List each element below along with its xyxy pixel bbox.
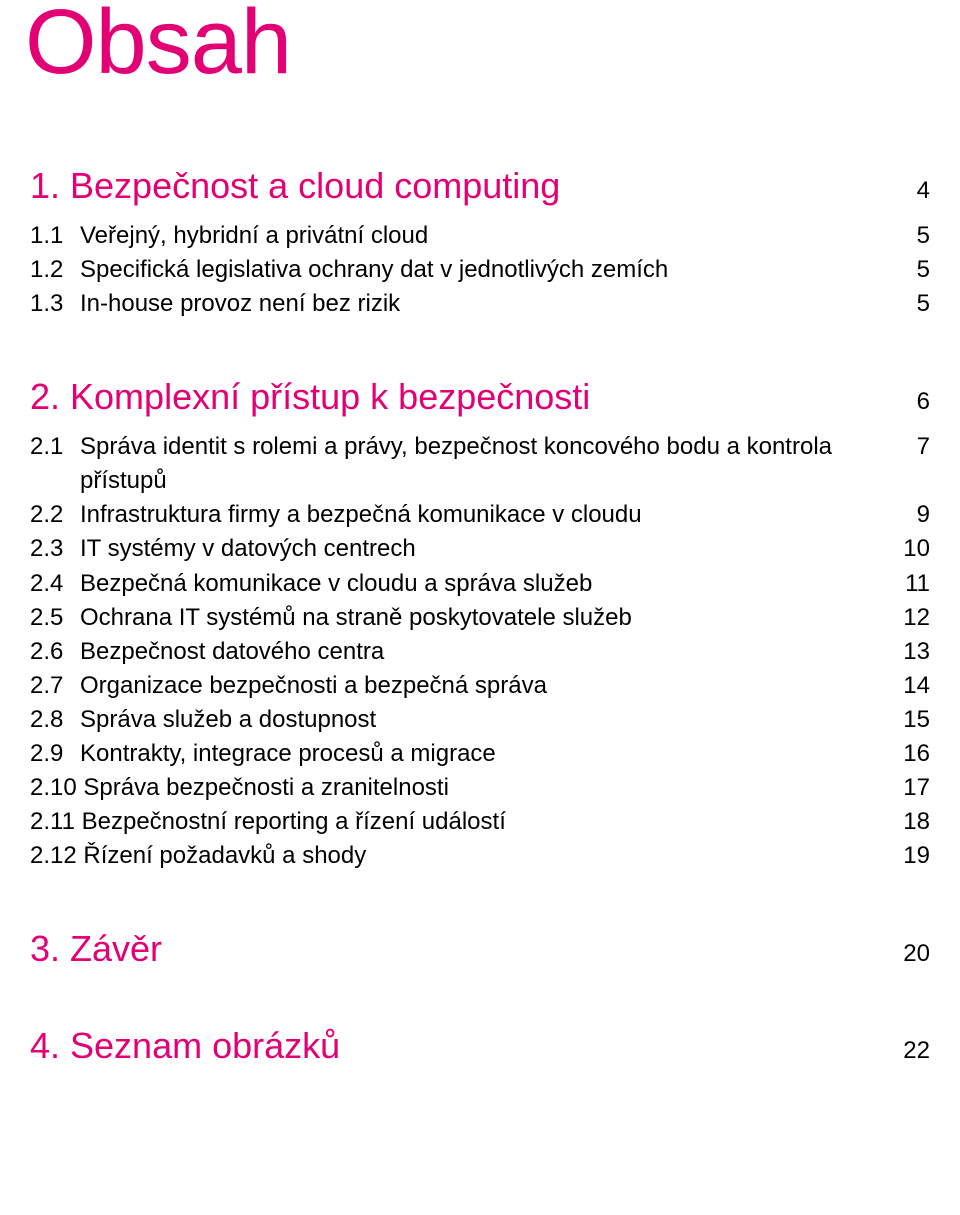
- toc-page: 12: [890, 601, 930, 635]
- section-header: 1. Bezpečnost a cloud computing 4: [30, 165, 930, 207]
- toc-label: In-house provoz není bez rizik: [80, 287, 400, 321]
- toc-page: 16: [890, 737, 930, 771]
- toc-sublist: 2.1Správa identit s rolemi a právy, bezp…: [30, 430, 930, 873]
- toc-num: 1.2: [30, 253, 80, 287]
- toc-row: 2.6Bezpečnost datového centra 13: [30, 635, 930, 669]
- toc-num-label: 2.12 Řízení požadavků a shody: [30, 839, 366, 873]
- page-title: Obsah: [25, 0, 930, 95]
- toc-row: 2.11 Bezpečnostní reporting a řízení udá…: [30, 805, 930, 839]
- toc-label: Organizace bezpečnosti a bezpečná správa: [80, 669, 547, 703]
- toc-label: Infrastruktura firmy a bezpečná komunika…: [80, 498, 642, 532]
- toc-label: Ochrana IT systémů na straně poskytovate…: [80, 601, 632, 635]
- toc-page: 19: [890, 839, 930, 873]
- toc-row: 2.5Ochrana IT systémů na straně poskytov…: [30, 601, 930, 635]
- toc-num-label: 2.11 Bezpečnostní reporting a řízení udá…: [30, 805, 506, 839]
- toc-row: 2.8Správa služeb a dostupnost 15: [30, 703, 930, 737]
- toc-label: Bezpečná komunikace v cloudu a správa sl…: [80, 567, 592, 601]
- toc-page: 14: [890, 669, 930, 703]
- toc-num: 2.3: [30, 532, 80, 566]
- toc-row: 2.9Kontrakty, integrace procesů a migrac…: [30, 737, 930, 771]
- toc-label: Bezpečnost datového centra: [80, 635, 384, 669]
- toc-page: 5: [890, 219, 930, 253]
- toc-row: 2.4Bezpečná komunikace v cloudu a správa…: [30, 567, 930, 601]
- toc-num: 1.1: [30, 219, 80, 253]
- toc-num: 2.2: [30, 498, 80, 532]
- toc-page: 15: [890, 703, 930, 737]
- toc-page: 10: [890, 532, 930, 566]
- section-header: 2. Komplexní přístup k bezpečnosti 6: [30, 376, 930, 418]
- toc-row: 2.10 Správa bezpečnosti a zranitelnosti …: [30, 771, 930, 805]
- section-heading: 2. Komplexní přístup k bezpečnosti: [30, 376, 590, 418]
- toc-label: Správa služeb a dostupnost: [80, 703, 376, 737]
- toc-num: 2.8: [30, 703, 80, 737]
- toc-page: 7: [890, 430, 930, 464]
- section-page: 22: [903, 1037, 930, 1065]
- toc-num: 2.6: [30, 635, 80, 669]
- toc-row: 2.2Infrastruktura firmy a bezpečná komun…: [30, 498, 930, 532]
- toc-label: IT systémy v datových centrech: [80, 532, 416, 566]
- toc-page: 9: [890, 498, 930, 532]
- section-page: 20: [903, 940, 930, 968]
- toc-page: 17: [890, 771, 930, 805]
- toc-page: 5: [890, 287, 930, 321]
- toc-num: 2.1: [30, 430, 80, 498]
- toc-row: 1.2Specifická legislativa ochrany dat v …: [30, 253, 930, 287]
- toc-num-label: 2.10 Správa bezpečnosti a zranitelnosti: [30, 771, 449, 805]
- toc-page: 11: [890, 567, 930, 601]
- toc-row: 2.12 Řízení požadavků a shody 19: [30, 839, 930, 873]
- toc-row: 1.1Veřejný, hybridní a privátní cloud 5: [30, 219, 930, 253]
- section-header: 4. Seznam obrázků 22: [30, 1025, 930, 1067]
- toc-label: Specifická legislativa ochrany dat v jed…: [80, 253, 668, 287]
- toc-section-4: 4. Seznam obrázků 22: [30, 1025, 930, 1067]
- toc-page: 18: [890, 805, 930, 839]
- toc-row: 2.7Organizace bezpečnosti a bezpečná spr…: [30, 669, 930, 703]
- toc-section-1: 1. Bezpečnost a cloud computing 4 1.1Veř…: [30, 165, 930, 321]
- section-heading: 4. Seznam obrázků: [30, 1025, 340, 1067]
- section-page: 6: [917, 388, 930, 416]
- toc-num: 2.7: [30, 669, 80, 703]
- toc-sublist: 1.1Veřejný, hybridní a privátní cloud 5 …: [30, 219, 930, 321]
- toc-label: Kontrakty, integrace procesů a migrace: [80, 737, 496, 771]
- toc-num: 1.3: [30, 287, 80, 321]
- toc-num: 2.4: [30, 567, 80, 601]
- toc-label: Veřejný, hybridní a privátní cloud: [80, 219, 428, 253]
- section-page: 4: [917, 177, 930, 205]
- toc-num: 2.9: [30, 737, 80, 771]
- toc-page: 5: [890, 253, 930, 287]
- section-header: 3. Závěr 20: [30, 928, 930, 970]
- toc-section-3: 3. Závěr 20: [30, 928, 930, 970]
- section-heading: 1. Bezpečnost a cloud computing: [30, 165, 560, 207]
- toc-page: 13: [890, 635, 930, 669]
- toc-row: 2.1Správa identit s rolemi a právy, bezp…: [30, 430, 930, 498]
- toc-label: Správa identit s rolemi a právy, bezpečn…: [80, 430, 890, 498]
- toc-row: 1.3In-house provoz není bez rizik 5: [30, 287, 930, 321]
- toc-section-2: 2. Komplexní přístup k bezpečnosti 6 2.1…: [30, 376, 930, 873]
- toc-num: 2.5: [30, 601, 80, 635]
- toc-row: 2.3IT systémy v datových centrech 10: [30, 532, 930, 566]
- section-heading: 3. Závěr: [30, 928, 162, 970]
